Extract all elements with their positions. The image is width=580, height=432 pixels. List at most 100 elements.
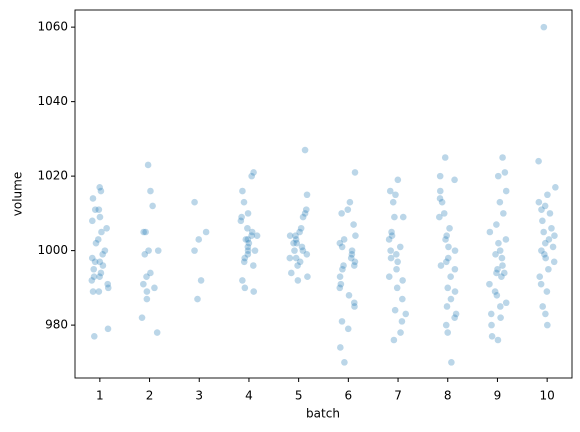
point bbox=[541, 251, 548, 258]
point bbox=[496, 198, 504, 206]
point bbox=[402, 310, 410, 318]
point bbox=[502, 187, 510, 195]
point bbox=[350, 299, 358, 307]
point bbox=[447, 295, 455, 303]
point bbox=[147, 187, 154, 195]
point bbox=[499, 154, 506, 161]
point bbox=[487, 310, 495, 318]
point bbox=[142, 228, 149, 236]
point bbox=[88, 254, 96, 262]
point bbox=[145, 247, 152, 254]
point bbox=[97, 269, 105, 277]
point bbox=[495, 239, 502, 247]
point bbox=[544, 191, 551, 199]
point bbox=[99, 262, 107, 269]
point bbox=[548, 224, 555, 232]
point bbox=[544, 321, 551, 329]
point bbox=[551, 232, 558, 240]
point bbox=[88, 277, 96, 284]
point bbox=[535, 198, 543, 206]
point bbox=[502, 236, 510, 243]
point bbox=[486, 280, 493, 288]
point bbox=[143, 273, 150, 280]
point bbox=[488, 332, 496, 340]
point bbox=[393, 284, 401, 292]
point bbox=[499, 262, 506, 269]
point bbox=[436, 195, 444, 202]
point bbox=[445, 243, 452, 251]
point bbox=[239, 187, 246, 195]
point bbox=[441, 154, 449, 161]
point bbox=[350, 221, 357, 228]
point bbox=[293, 239, 301, 247]
point bbox=[290, 239, 297, 247]
point bbox=[340, 236, 348, 243]
point bbox=[494, 265, 501, 273]
point bbox=[151, 284, 158, 292]
point bbox=[101, 247, 109, 254]
point bbox=[436, 187, 444, 195]
point bbox=[90, 265, 98, 273]
point bbox=[344, 325, 352, 333]
point bbox=[550, 258, 558, 266]
point bbox=[302, 206, 310, 213]
point bbox=[391, 213, 398, 221]
point bbox=[446, 224, 453, 232]
point bbox=[452, 310, 460, 318]
point bbox=[296, 228, 303, 236]
point bbox=[149, 202, 156, 210]
point bbox=[341, 359, 348, 366]
point bbox=[240, 258, 248, 266]
point bbox=[444, 284, 452, 292]
point bbox=[292, 232, 299, 240]
point bbox=[345, 292, 353, 299]
point bbox=[386, 187, 394, 195]
y-tick-label: 1060 bbox=[37, 20, 68, 34]
point bbox=[288, 269, 295, 277]
point bbox=[393, 265, 400, 273]
point bbox=[491, 288, 499, 295]
point bbox=[494, 336, 502, 344]
point bbox=[540, 228, 547, 236]
point bbox=[94, 236, 102, 243]
point bbox=[98, 228, 105, 236]
point bbox=[239, 277, 246, 284]
point bbox=[493, 292, 501, 299]
point bbox=[147, 269, 154, 277]
point bbox=[144, 161, 152, 169]
point bbox=[89, 217, 96, 225]
x-tick-label: 2 bbox=[146, 389, 154, 403]
point bbox=[89, 195, 97, 202]
point bbox=[545, 236, 553, 243]
point bbox=[397, 329, 404, 336]
point bbox=[253, 232, 261, 240]
point bbox=[394, 258, 401, 266]
point bbox=[396, 243, 404, 251]
point bbox=[143, 288, 151, 295]
x-tick-label: 3 bbox=[195, 389, 203, 403]
point bbox=[294, 262, 301, 269]
point bbox=[448, 359, 455, 366]
x-tick-label: 10 bbox=[540, 389, 555, 403]
point bbox=[542, 310, 549, 318]
point bbox=[538, 206, 545, 213]
point bbox=[502, 299, 510, 307]
y-tick-label: 980 bbox=[45, 318, 68, 332]
point bbox=[337, 344, 344, 351]
point bbox=[299, 213, 307, 221]
point bbox=[391, 306, 399, 314]
point bbox=[297, 224, 305, 232]
point bbox=[95, 288, 103, 295]
point bbox=[336, 273, 344, 280]
point bbox=[104, 325, 112, 333]
point bbox=[251, 247, 259, 254]
point bbox=[549, 243, 557, 251]
point bbox=[339, 265, 346, 273]
point bbox=[540, 23, 548, 31]
point bbox=[498, 273, 505, 280]
point bbox=[486, 228, 494, 236]
point bbox=[493, 221, 500, 228]
point bbox=[96, 273, 103, 280]
point bbox=[447, 273, 454, 280]
